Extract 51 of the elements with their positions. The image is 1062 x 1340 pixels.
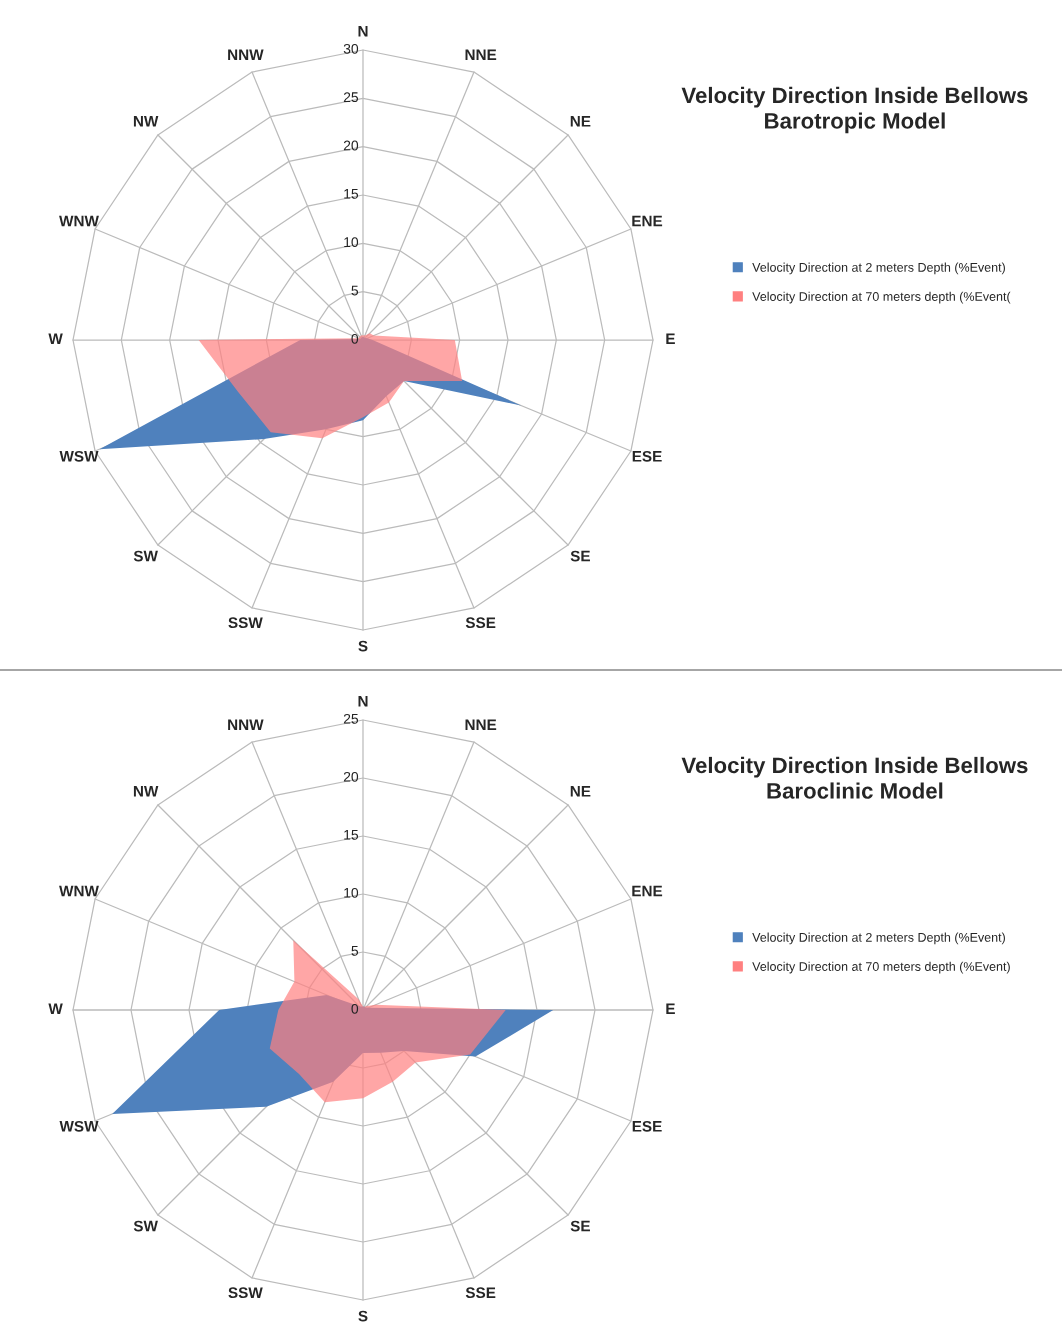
legend-label: Velocity Direction at 2 meters Depth (%Event) bbox=[752, 262, 1005, 275]
spoke-label: ENE bbox=[632, 215, 663, 227]
spoke-label: SSW bbox=[228, 1287, 263, 1299]
y-tick-label: 25 bbox=[343, 713, 359, 724]
spoke-label: ESE bbox=[632, 450, 662, 462]
y-tick-label: 30 bbox=[343, 43, 359, 54]
spoke-label: W bbox=[48, 1003, 63, 1014]
y-tick-label: 0 bbox=[351, 333, 359, 344]
y-tick-label: 15 bbox=[344, 830, 359, 840]
y-tick-label: 10 bbox=[344, 887, 359, 898]
spoke-label: NE bbox=[570, 116, 591, 127]
spoke-label: E bbox=[666, 333, 675, 344]
spoke-label: N bbox=[358, 26, 368, 37]
spoke-label: W bbox=[48, 333, 63, 344]
spoke-label: SSW bbox=[228, 617, 263, 629]
spoke-label: ENE bbox=[632, 885, 663, 897]
y-tick-label: 20 bbox=[343, 140, 359, 151]
spoke-label: S bbox=[358, 1310, 368, 1322]
spoke-label: SE bbox=[570, 550, 590, 562]
text: Velocity Direction Inside Bellows Baroclinic Model bbox=[681, 756, 1028, 799]
y-tick-label: 20 bbox=[343, 771, 359, 782]
spoke-label: NW bbox=[133, 786, 159, 797]
y-tick-label: 15 bbox=[344, 189, 359, 199]
spoke-label: NW bbox=[133, 116, 159, 127]
y-tick-label: 0 bbox=[351, 1003, 359, 1014]
spoke-label: WSW bbox=[59, 1120, 99, 1132]
spoke-label: NE bbox=[570, 786, 591, 797]
spoke-label: N bbox=[358, 696, 368, 707]
spoke-label: NNW bbox=[228, 49, 264, 60]
y-tick-label: 10 bbox=[344, 237, 359, 248]
legend-label: Velocity Direction at 70 meters depth (%Event) bbox=[752, 961, 1010, 974]
spoke-label: WSW bbox=[59, 450, 99, 462]
spoke-label: WNW bbox=[59, 215, 99, 227]
spoke-label: ESE bbox=[632, 1120, 662, 1132]
spoke-label: S bbox=[358, 640, 368, 652]
y-tick-label: 5 bbox=[351, 285, 359, 296]
y-tick-label: 25 bbox=[343, 92, 359, 103]
spoke-label: E bbox=[666, 1003, 675, 1014]
spoke-label: NNE bbox=[465, 719, 497, 730]
spoke-label: NNW bbox=[228, 719, 264, 730]
spoke-label: WNW bbox=[59, 885, 99, 897]
spoke-label: SW bbox=[133, 550, 158, 562]
spoke-label: SSE bbox=[465, 617, 496, 629]
legend-label: Velocity Direction at 70 meters depth (%Event( bbox=[752, 291, 1011, 304]
spoke-label: SW bbox=[133, 1220, 158, 1232]
y-tick-label: 5 bbox=[351, 946, 359, 956]
spoke-label: SSE bbox=[465, 1287, 496, 1299]
spoke-label: SE bbox=[570, 1220, 590, 1232]
text: Velocity Direction Inside Bellows Barotropic Model bbox=[681, 86, 1028, 134]
legend-label: Velocity Direction at 2 meters Depth (%Event) bbox=[752, 932, 1005, 945]
spoke-label: NNE bbox=[465, 49, 497, 60]
